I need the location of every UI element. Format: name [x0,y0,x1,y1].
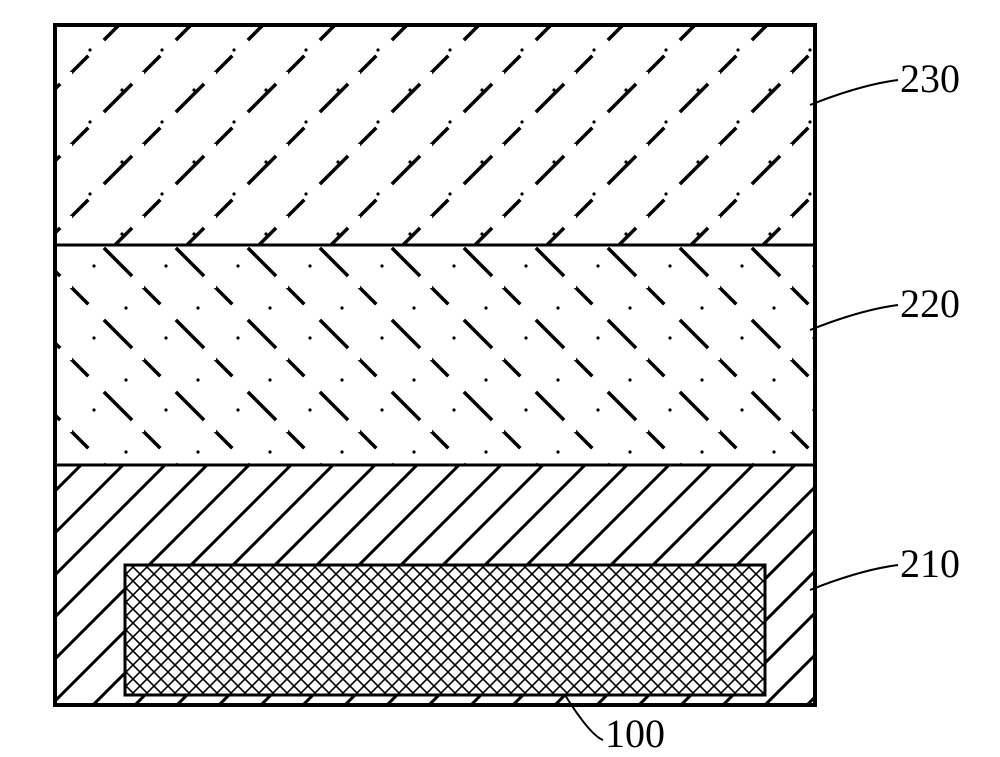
layer-diagram [0,0,1000,752]
layer-230 [55,25,815,245]
label-100: 100 [605,710,665,757]
leader-210 [810,565,898,590]
inset-100 [125,565,765,695]
layer-220 [55,245,815,465]
label-210: 210 [900,540,960,587]
label-230: 230 [900,55,960,102]
leader-230 [810,80,898,105]
label-220: 220 [900,280,960,327]
leader-220 [810,305,898,330]
